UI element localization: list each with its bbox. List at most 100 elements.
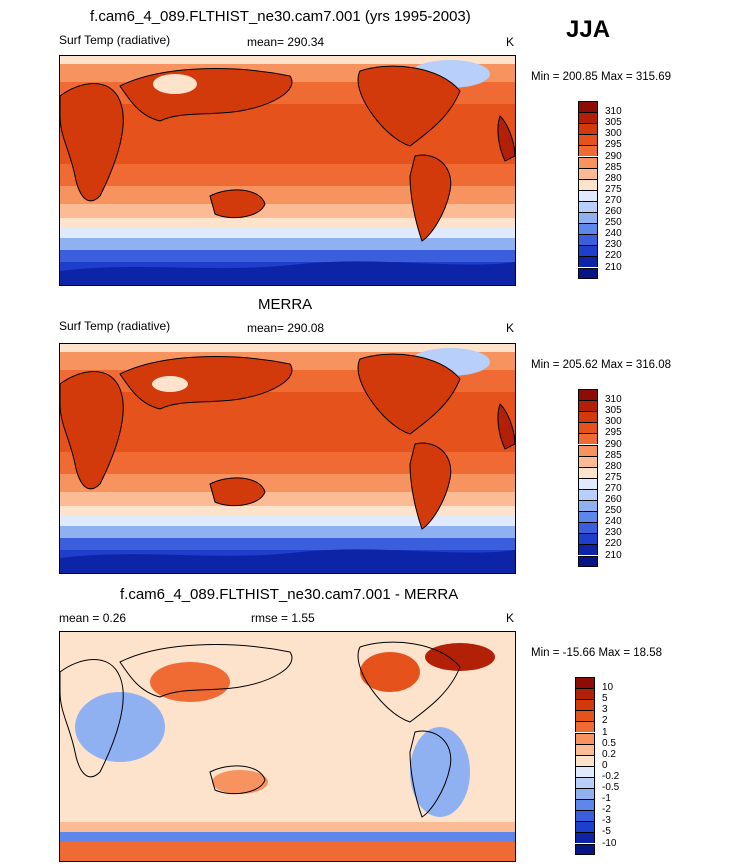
panel-1-colorbar-swatch <box>578 123 598 135</box>
tibet-fill <box>153 74 197 94</box>
panel-1-colorbar-swatch <box>578 189 598 201</box>
antarctica-fill <box>60 549 515 573</box>
panel-1-colorbar-swatch <box>578 212 598 224</box>
panel-3-colorbar-tick-label: -5 <box>602 826 611 838</box>
panel-2-colorbar-tick-label: 230 <box>605 527 622 539</box>
panel-1-colorbar-tick-label: 275 <box>605 183 622 195</box>
panel-3-colorbar-tick-label: -0.2 <box>602 770 620 782</box>
australia-outline <box>209 189 266 219</box>
panel-3-colorbar-tick-label: 0.5 <box>602 737 616 749</box>
panel-3-colorbar-swatch <box>575 688 595 700</box>
panel-3-colorbar-tick-label: -0.5 <box>602 782 620 793</box>
panel-3-colorbar-swatch <box>575 743 595 755</box>
africa-outline <box>60 83 124 202</box>
panel-2-colorbar-swatch <box>578 477 598 489</box>
panel-2-colorbar-tick-label: 250 <box>605 505 622 517</box>
panel-1-colorbar-tick-label: 240 <box>605 228 622 240</box>
north-america-outline <box>357 65 461 147</box>
band-fill <box>60 474 515 492</box>
panel-2-colorbar-tick-label: 275 <box>605 471 622 483</box>
panel-3-minmax: Min = -15.66 Max = 18.58 <box>531 647 663 659</box>
panel-2-colorbar-tick-label: 220 <box>605 538 622 550</box>
panel-2-colorbar-swatch <box>578 444 598 456</box>
panel-2-colorbar-tick-label: 310 <box>605 394 622 406</box>
panel-1-map-svg <box>60 56 515 285</box>
panel-2-colorbar-swatch <box>578 389 598 401</box>
band-fill <box>60 842 515 861</box>
panel-3-colorbar-tick-label: 3 <box>602 704 608 716</box>
panel-2-colorbar-tick-label: 270 <box>605 482 622 494</box>
panel-1-colorbar-swatch <box>578 167 598 179</box>
panel-2-colorbar-tick-label: 260 <box>605 494 622 505</box>
panel-2-colorbar-swatch <box>578 500 598 512</box>
panel-2-colorbar-tick-label: 300 <box>605 416 622 428</box>
panel-1-colorbar-tick-label: 305 <box>605 117 622 129</box>
panel-2-colorbar-swatch <box>578 400 598 412</box>
diff-patch <box>212 770 268 794</box>
panel-3-colorbar-swatch <box>575 776 595 788</box>
panel-1-colorbar-swatch <box>578 200 598 212</box>
panel-3-colorbar-tick-label: -2 <box>602 804 611 816</box>
asia-outline <box>119 644 293 698</box>
panel-1-colorbar-swatch <box>578 245 598 257</box>
panel-3-colorbar-swatch <box>575 821 595 833</box>
panel-3-colorbar-swatch <box>575 765 595 777</box>
panel-1-colorbar-tick-label: 270 <box>605 194 622 206</box>
panel-3-colorbar-tick-label: 5 <box>602 693 608 705</box>
panel-1-colorbar-swatch <box>578 112 598 124</box>
diff-patch <box>425 643 495 671</box>
panel-2-colorbar-tick-label: 295 <box>605 427 622 439</box>
panel-1-colorbar-tick-label: 230 <box>605 239 622 251</box>
season-label: JJA <box>566 16 611 43</box>
panel-2-colorbar-swatch <box>578 422 598 434</box>
panel-1-colorbar-swatch <box>578 156 598 168</box>
panel-2-map-svg <box>60 344 515 573</box>
band-fill <box>60 238 515 250</box>
band-fill <box>60 186 515 204</box>
panel-1-mean-label: mean= 290.34 <box>247 35 325 49</box>
panel-1-colorbar-swatch <box>578 178 598 190</box>
panel-1-colorbar-swatch <box>578 101 598 113</box>
africa-outline <box>60 659 124 778</box>
panel-2-colorbar-swatch <box>578 522 598 534</box>
africa-outline <box>60 371 124 490</box>
panel-2-colorbar-swatch <box>578 455 598 467</box>
panel-2-colorbar-swatch <box>578 411 598 423</box>
panel-2-variable-label: Surf Temp (radiative) <box>59 319 171 333</box>
panel-1-colorbar-swatch <box>578 134 598 146</box>
australia-outline <box>209 765 266 795</box>
band-fill <box>60 250 515 262</box>
band-fill <box>60 492 515 506</box>
band-fill <box>60 538 515 550</box>
panel-2-colorbar-tick-label: 285 <box>605 449 622 461</box>
panel-3-colorbar-tick-label: 0.2 <box>602 748 616 760</box>
panel-3-colorbar-tick-label: -3 <box>602 815 611 827</box>
panel-3-units-label: K <box>506 611 515 625</box>
australia-outline <box>209 477 266 507</box>
panel-1-variable-label: Surf Temp (radiative) <box>59 33 171 47</box>
panel-2-title: MERRA <box>258 296 313 313</box>
band-fill <box>60 204 515 218</box>
panel-1-colorbar-tick-label: 220 <box>605 250 622 262</box>
panel-3-colorbar-swatch <box>575 732 595 744</box>
panel-3-colorbar-tick-label: 1 <box>602 726 608 738</box>
south-america-outline <box>409 730 452 818</box>
panel-2-colorbar-swatch <box>578 433 598 445</box>
north-america-outline <box>357 353 461 435</box>
africa-east-outline <box>497 403 515 450</box>
panel-2-colorbar-tick-label: 280 <box>605 460 622 472</box>
panel-3-colorbar-tick-label: 0 <box>602 759 608 771</box>
panel-1-colorbar-tick-label: 310 <box>605 106 622 118</box>
panel-1-colorbar-swatch <box>578 256 598 268</box>
north-america-outline <box>357 641 461 723</box>
band-fill <box>60 344 515 352</box>
panel-3-colorbar-swatch <box>575 699 595 711</box>
band-fill <box>60 832 515 842</box>
panel-3-mean-label: mean = 0.26 <box>59 611 127 625</box>
panel-2-colorbar-swatch <box>578 488 598 500</box>
panel-3-colorbar-swatch <box>575 843 595 855</box>
antarctica-fill <box>60 261 515 285</box>
panel-3-colorbar-swatch <box>575 788 595 800</box>
panel-1-colorbar-tick-label: 290 <box>605 150 622 162</box>
band-fill <box>60 506 515 516</box>
